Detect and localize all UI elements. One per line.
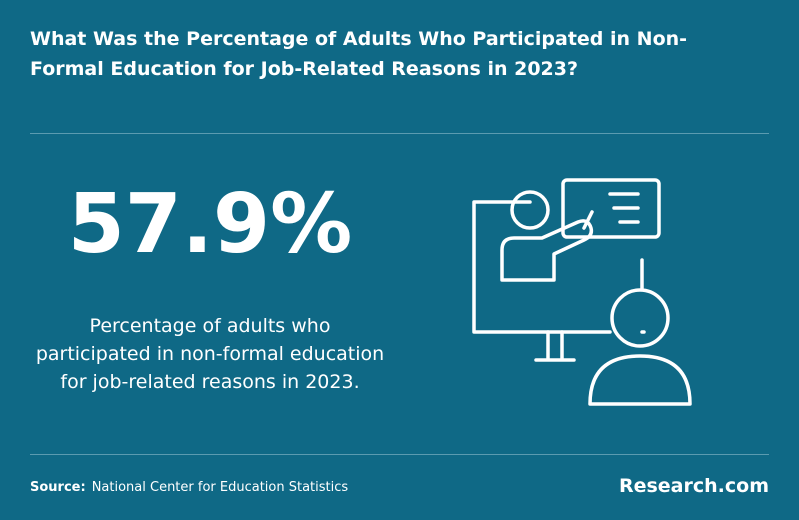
source-label: Source: (30, 480, 86, 495)
source: Source: National Center for Education Sta… (30, 480, 348, 495)
title: What Was the Percentage of Adults Who Pa… (30, 28, 688, 80)
teacher-icon (472, 178, 692, 406)
source-text: National Center for Education Statistics (91, 480, 349, 495)
stat-value: 57.9% (67, 177, 353, 272)
divider (30, 454, 769, 455)
stat-description: Percentage of adults who participated in… (35, 315, 385, 393)
brand: Research.com (618, 475, 769, 497)
divider (30, 133, 769, 134)
